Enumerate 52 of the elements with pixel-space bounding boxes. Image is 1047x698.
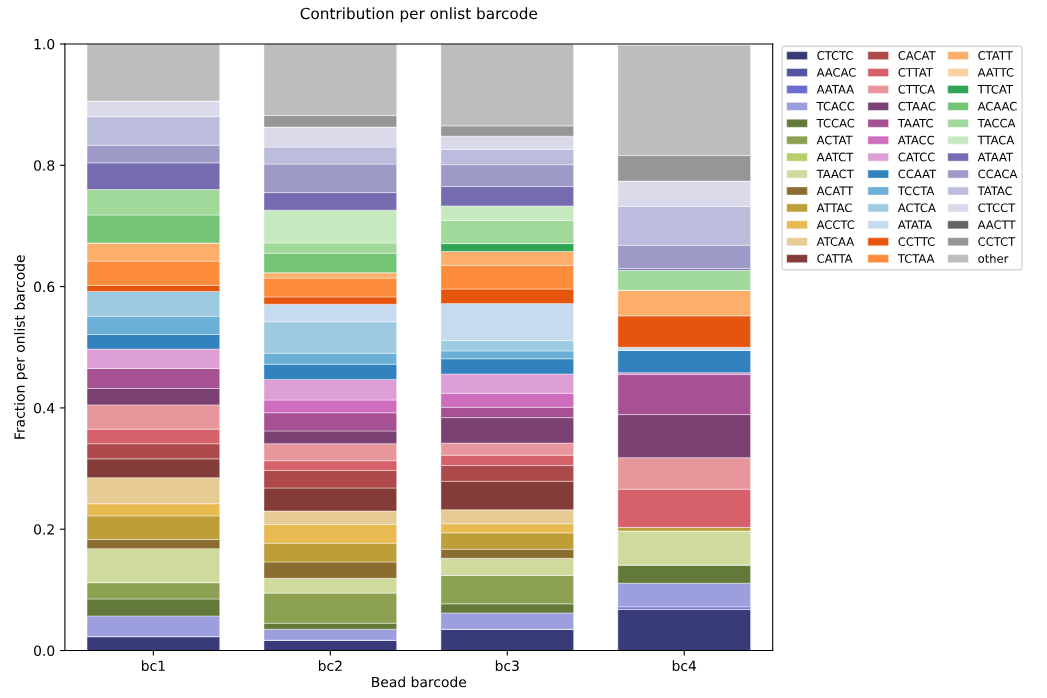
legend-label: CCACA [978,169,1018,179]
legend-label: ATCAA [816,237,855,246]
legend-label: ATTAC [816,203,852,213]
legend-label: AACAC [816,68,856,77]
legend-label: CTCCT [978,203,1016,213]
legend-label: CTTAT [898,68,933,77]
legend-label: TAACT [816,169,854,179]
legend-label: CACAT [898,51,936,60]
legend-label: CTTCA [898,84,935,94]
legend-label: ATACC [897,135,935,145]
legend-label: CCTCT [978,237,1016,246]
legend-label: CCTTC [898,237,935,246]
legend-label: CTATT [978,51,1013,60]
y-tick-label: 0.6 [34,281,55,293]
legend-label: ACAAC [977,101,1017,111]
y-tick-label: 0.8 [34,160,55,171]
legend-label: CCAAT [898,169,937,179]
y-tick-label: 0.4 [34,402,55,414]
legend-label: CATTA [817,254,853,263]
legend-label: AACTT [977,220,1016,230]
legend-label: TCCAC [816,118,855,128]
x-tick-label: bc2 [318,660,342,672]
legend-label: CATCC [898,152,935,162]
legend-label: TTACA [977,135,1015,145]
legend-label: TATAC [977,186,1013,196]
x-tick-label: bc1 [142,660,165,672]
legend-label: ATATA [897,220,932,229]
legend-label: ACTAT [816,135,853,145]
x-tick-label: bc3 [495,660,519,672]
y-tick-label: 0.0 [34,645,55,657]
y-tick-label: 1.0 [34,38,55,50]
chart-title: Contribution per onlist barcode [300,7,538,23]
legend-label: ACATT [816,186,854,196]
legend-label: TACCA [977,118,1016,128]
legend-label: other [978,253,1009,263]
legend-label: TAATC [897,118,933,128]
legend-label: ACTCA [897,203,936,213]
legend-label: ACCTC [816,220,855,230]
legend-label: CTAAC [898,101,936,111]
x-axis-title: Bead barcode [372,676,467,688]
legend-label: AATCT [816,152,854,162]
legend-label: TCCTA [897,186,935,196]
legend-label: TCACC [816,101,855,111]
x-tick-label: bc4 [672,660,697,672]
y-tick-label: 0.2 [34,524,54,535]
legend-label: CTCTC [817,51,853,60]
legend-label: AATTC [977,68,1014,77]
legend-label: TTCAT [977,84,1013,94]
legend-label: TCTAA [897,254,935,263]
legend-label: AATAA [816,85,854,94]
legend-label: ATAAT [977,152,1014,162]
y-axis-title: Fraction per onlist barcode [14,255,28,439]
